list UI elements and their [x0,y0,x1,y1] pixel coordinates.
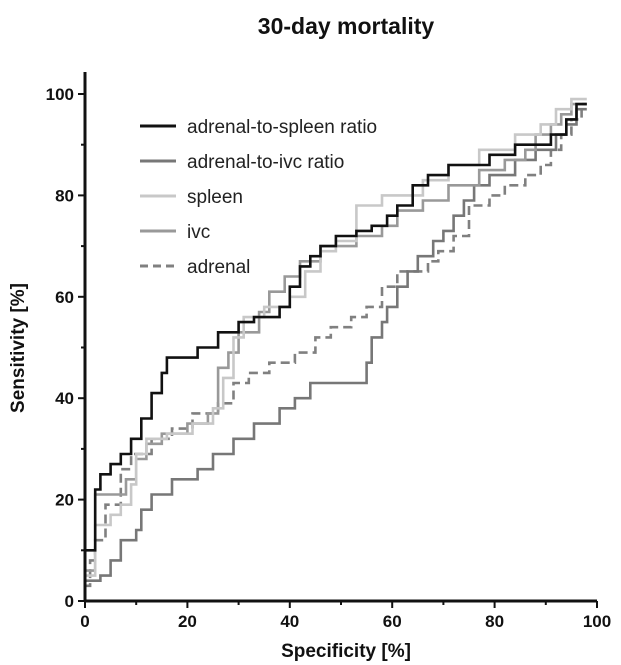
legend-label: adrenal-to-ivc ratio [187,152,344,173]
x-tick-label: 100 [583,612,611,631]
x-axis-title: Specificity [%] [281,641,411,662]
legend-label: spleen [187,187,243,208]
axes: 0 20 40 60 80 100 0 20 40 60 80 100 [46,72,611,631]
x-tick-label: 40 [280,612,299,631]
x-tick-label: 60 [383,612,402,631]
y-tick-label: 20 [55,491,74,510]
x-tick-label: 80 [485,612,504,631]
y-tick-label: 80 [55,186,74,205]
series-line-adrenal-to-spleen-ratio [83,102,587,601]
legend: adrenal-to-spleen ratio adrenal-to-ivc ra… [140,117,377,278]
legend-label: ivc [187,222,210,243]
series-line-adrenal-to-ivc-ratio [83,107,587,601]
series-line-spleen [83,97,587,601]
x-tick-label: 20 [178,612,197,631]
legend-label: adrenal-to-spleen ratio [187,117,377,138]
series-line-ivc [83,102,587,601]
series-line-adrenal [83,102,587,601]
y-tick-label: 100 [46,85,74,104]
x-tick-label: 0 [80,612,89,631]
chart-title: 30-day mortality [258,13,435,39]
y-tick-label: 0 [65,592,74,611]
y-tick-label: 40 [55,389,74,408]
y-tick-label: 60 [55,288,74,307]
y-axis-title: Sensitivity [%] [8,283,29,413]
plot-area [83,97,587,601]
legend-label: adrenal [187,257,250,278]
